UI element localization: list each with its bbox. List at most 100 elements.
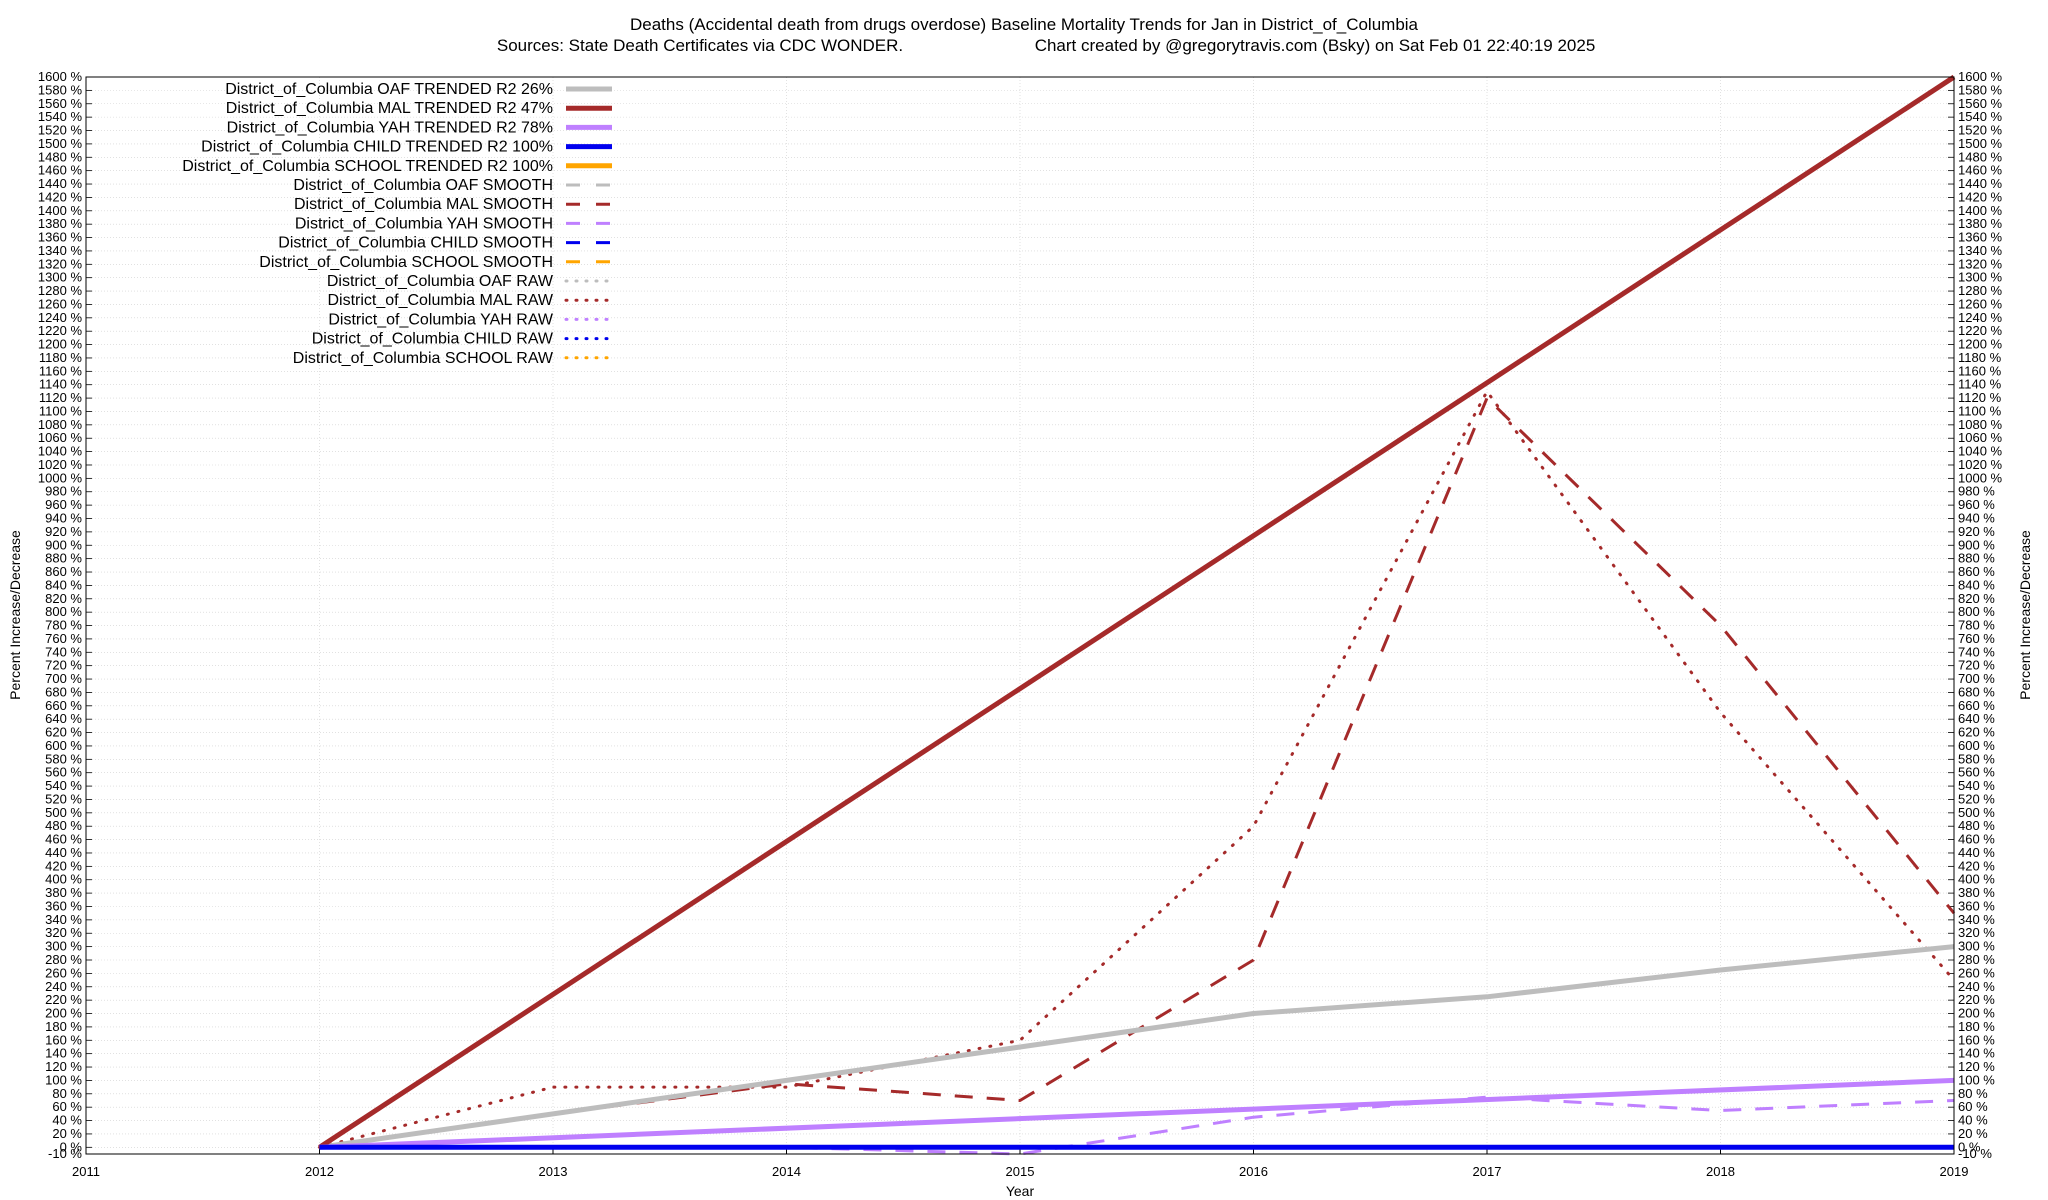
- y-tick-label-left: 1420 %: [38, 189, 83, 204]
- y-tick-label-right: 240 %: [1958, 979, 1995, 994]
- y-tick-label-left: 1540 %: [38, 109, 83, 124]
- y-tick-label-left: 500 %: [45, 805, 82, 820]
- y-tick-label-left: 1460 %: [38, 163, 83, 178]
- y-tick-label-left: 920 %: [45, 524, 82, 539]
- y-tick-label-left: 400 %: [45, 872, 82, 887]
- y-tick-label-left: 220 %: [45, 992, 82, 1007]
- y-tick-label-right: 360 %: [1958, 898, 1995, 913]
- y-tick-label-left: 800 %: [45, 604, 82, 619]
- y-tick-label-right: 160 %: [1958, 1032, 1995, 1047]
- y-tick-label-right: 480 %: [1958, 818, 1995, 833]
- y-tick-label-left: 1060 %: [38, 430, 83, 445]
- y-tick-label-left: 0 %: [60, 1139, 83, 1154]
- y-tick-label-left: 1140 %: [39, 377, 83, 392]
- y-tick-label-right: 0 %: [1958, 1139, 1981, 1154]
- y-tick-label-left: 1020 %: [38, 457, 83, 472]
- x-tick-label: 2018: [1706, 1164, 1735, 1179]
- y-tick-label-right: 1120 %: [1958, 390, 2002, 405]
- y-tick-label-right: 300 %: [1958, 939, 1995, 954]
- y-tick-label-left: 960 %: [45, 497, 82, 512]
- y-tick-label-right: 1580 %: [1958, 82, 2003, 97]
- y-tick-label-left: 20 %: [52, 1126, 82, 1141]
- y-tick-label-left: 640 %: [45, 711, 82, 726]
- y-tick-label-left: 1180 %: [39, 350, 83, 365]
- y-tick-label-left: 80 %: [52, 1086, 82, 1101]
- y-tick-label-left: 1480 %: [38, 149, 83, 164]
- x-tick-label: 2019: [1940, 1164, 1969, 1179]
- y-tick-label-right: 660 %: [1958, 698, 1995, 713]
- y-tick-label-left: 1580 %: [38, 82, 83, 97]
- y-tick-label-left: 620 %: [45, 725, 82, 740]
- y-tick-label-right: 1100 %: [1958, 403, 2002, 418]
- y-tick-label-right: 820 %: [1958, 591, 1995, 606]
- y-tick-label-right: 100 %: [1958, 1072, 1995, 1087]
- y-tick-label-right: 1380 %: [1958, 216, 2003, 231]
- y-tick-label-right: 1260 %: [1958, 296, 2003, 311]
- y-tick-label-left: 840 %: [45, 577, 82, 592]
- y-tick-label-left: 1340 %: [38, 243, 83, 258]
- y-tick-label-right: 620 %: [1958, 725, 1995, 740]
- y-tick-label-left: 1100 %: [39, 403, 83, 418]
- y-tick-label-right: 1320 %: [1958, 256, 2003, 271]
- y-tick-label-right: 1040 %: [1958, 444, 2003, 459]
- y-tick-label-left: 700 %: [45, 671, 82, 686]
- y-tick-label-right: 320 %: [1958, 925, 1995, 940]
- y-tick-label-left: 1380 %: [38, 216, 83, 231]
- y-tick-label-left: 1520 %: [38, 123, 83, 138]
- y-tick-label-left: 720 %: [45, 658, 82, 673]
- y-tick-label-left: 300 %: [45, 939, 82, 954]
- y-axis-label-right: Percent Increase/Decrease: [2017, 530, 2033, 700]
- legend-label: District_of_Columbia MAL RAW: [327, 292, 553, 309]
- x-tick-label: 2014: [772, 1164, 801, 1179]
- y-tick-label-left: 980 %: [45, 484, 82, 499]
- y-tick-label-right: 1460 %: [1958, 163, 2003, 178]
- y-tick-label-left: 1300 %: [38, 270, 83, 285]
- legend-label: District_of_Columbia SCHOOL SMOOTH: [259, 254, 553, 271]
- y-tick-label-left: 1500 %: [38, 136, 83, 151]
- y-tick-label-left: 900 %: [45, 537, 82, 552]
- y-tick-label-right: 1300 %: [1958, 270, 2003, 285]
- legend-label: District_of_Columbia CHILD TRENDED R2 10…: [201, 139, 553, 156]
- y-tick-label-right: 280 %: [1958, 952, 1995, 967]
- y-tick-label-left: -10 %: [48, 1146, 82, 1161]
- y-tick-label-left: 280 %: [45, 952, 82, 967]
- y-tick-label-left: 760 %: [45, 631, 82, 646]
- chart-subtitle-sources: Sources: State Death Certificates via CD…: [497, 36, 903, 55]
- y-tick-label-right: 640 %: [1958, 711, 1995, 726]
- y-tick-label-right: 1140 %: [1958, 377, 2002, 392]
- legend-label: District_of_Columbia MAL TRENDED R2 47%: [226, 100, 553, 117]
- legend-label: District_of_Columbia OAF SMOOTH: [293, 177, 553, 194]
- y-tick-label-right: 440 %: [1958, 845, 1995, 860]
- y-tick-label-left: 540 %: [45, 778, 82, 793]
- y-tick-label-left: 740 %: [45, 644, 82, 659]
- y-tick-label-right: 560 %: [1958, 765, 1995, 780]
- y-tick-label-left: 420 %: [45, 858, 82, 873]
- y-tick-label-right: 720 %: [1958, 658, 1995, 673]
- series-line-trend-1: [318, 74, 1956, 1150]
- y-tick-label-right: 180 %: [1958, 1019, 1995, 1034]
- x-tick-label: 2016: [1239, 1164, 1268, 1179]
- y-tick-label-right: 1360 %: [1958, 230, 2003, 245]
- y-tick-label-right: 1440 %: [1958, 176, 2003, 191]
- y-tick-label-left: 180 %: [45, 1019, 82, 1034]
- y-tick-label-right: 500 %: [1958, 805, 1995, 820]
- y-tick-label-right: 680 %: [1958, 684, 1995, 699]
- y-tick-label-left: 200 %: [45, 1006, 82, 1021]
- y-tick-label-left: 60 %: [52, 1099, 82, 1114]
- chart-title: Deaths (Accidental death from drugs over…: [497, 15, 1595, 55]
- y-tick-label-right: 1600 %: [1958, 69, 2003, 84]
- y-tick-label-right: 600 %: [1958, 738, 1995, 753]
- legend-label: District_of_Columbia YAH SMOOTH: [295, 215, 553, 232]
- y-tick-label-left: 1200 %: [38, 337, 83, 352]
- legend-label: District_of_Columbia CHILD SMOOTH: [278, 235, 553, 252]
- y-tick-label-right: 740 %: [1958, 644, 1995, 659]
- x-tick-label: 2015: [1006, 1164, 1035, 1179]
- y-tick-label-left: 440 %: [45, 845, 82, 860]
- y-tick-label-left: 940 %: [45, 511, 82, 526]
- y-tick-label-right: 1520 %: [1958, 123, 2003, 138]
- y-tick-label-left: 600 %: [45, 738, 82, 753]
- y-tick-label-right: 1420 %: [1958, 189, 2003, 204]
- y-tick-label-right: 1000 %: [1958, 470, 2003, 485]
- y-tick-label-left: 660 %: [45, 698, 82, 713]
